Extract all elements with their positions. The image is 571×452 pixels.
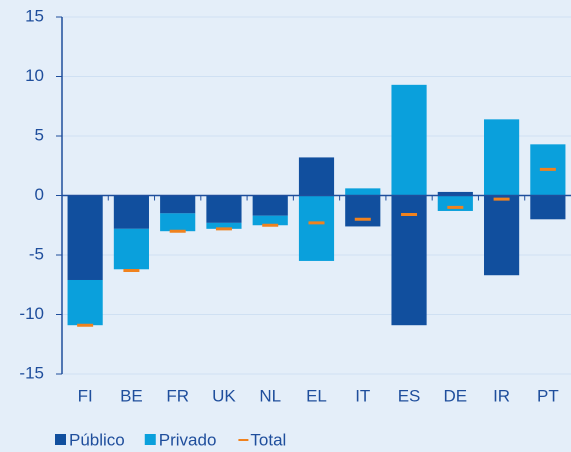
bar [160,195,196,214]
bar [437,191,473,196]
x-tick-label: IT [355,386,370,405]
y-tick-label: 5 [35,125,44,144]
legend-label: Total [250,430,286,449]
y-tick-label: 15 [25,6,44,25]
bar [530,195,566,220]
bar [484,195,520,276]
bar [298,157,335,196]
y-tick-label: -10 [19,304,44,323]
bar [206,222,242,229]
x-tick-label: NL [259,386,281,405]
legend-label: Privado [159,430,217,449]
x-tick-label: EL [306,386,327,405]
x-tick-label: FR [166,386,189,405]
bar [437,195,473,211]
y-tick-label: -5 [29,244,44,263]
bar [391,195,427,326]
y-tick-label: 0 [35,185,44,204]
x-tick-label: IR [493,386,510,405]
x-tick-label: BE [120,386,143,405]
bar [391,84,427,196]
x-tick-label: DE [444,386,468,405]
x-tick-label: ES [398,386,421,405]
y-tick-label: -15 [19,363,44,382]
bar [67,279,103,326]
bar [298,195,335,261]
bar [345,188,381,196]
bar [206,195,242,223]
y-tick-label: 10 [25,66,44,85]
x-tick-label: UK [212,386,236,405]
bar [345,195,381,227]
bar [484,119,520,196]
bar [113,228,149,270]
bar [252,195,288,216]
legend-swatch [144,434,156,445]
x-tick-label: FI [78,386,93,405]
x-tick-label: PT [537,386,559,405]
legend-swatch [55,434,66,445]
legend-label: Público [69,430,125,449]
bar [113,195,149,229]
bar [252,215,288,226]
bar [67,195,103,280]
bar [160,213,196,232]
